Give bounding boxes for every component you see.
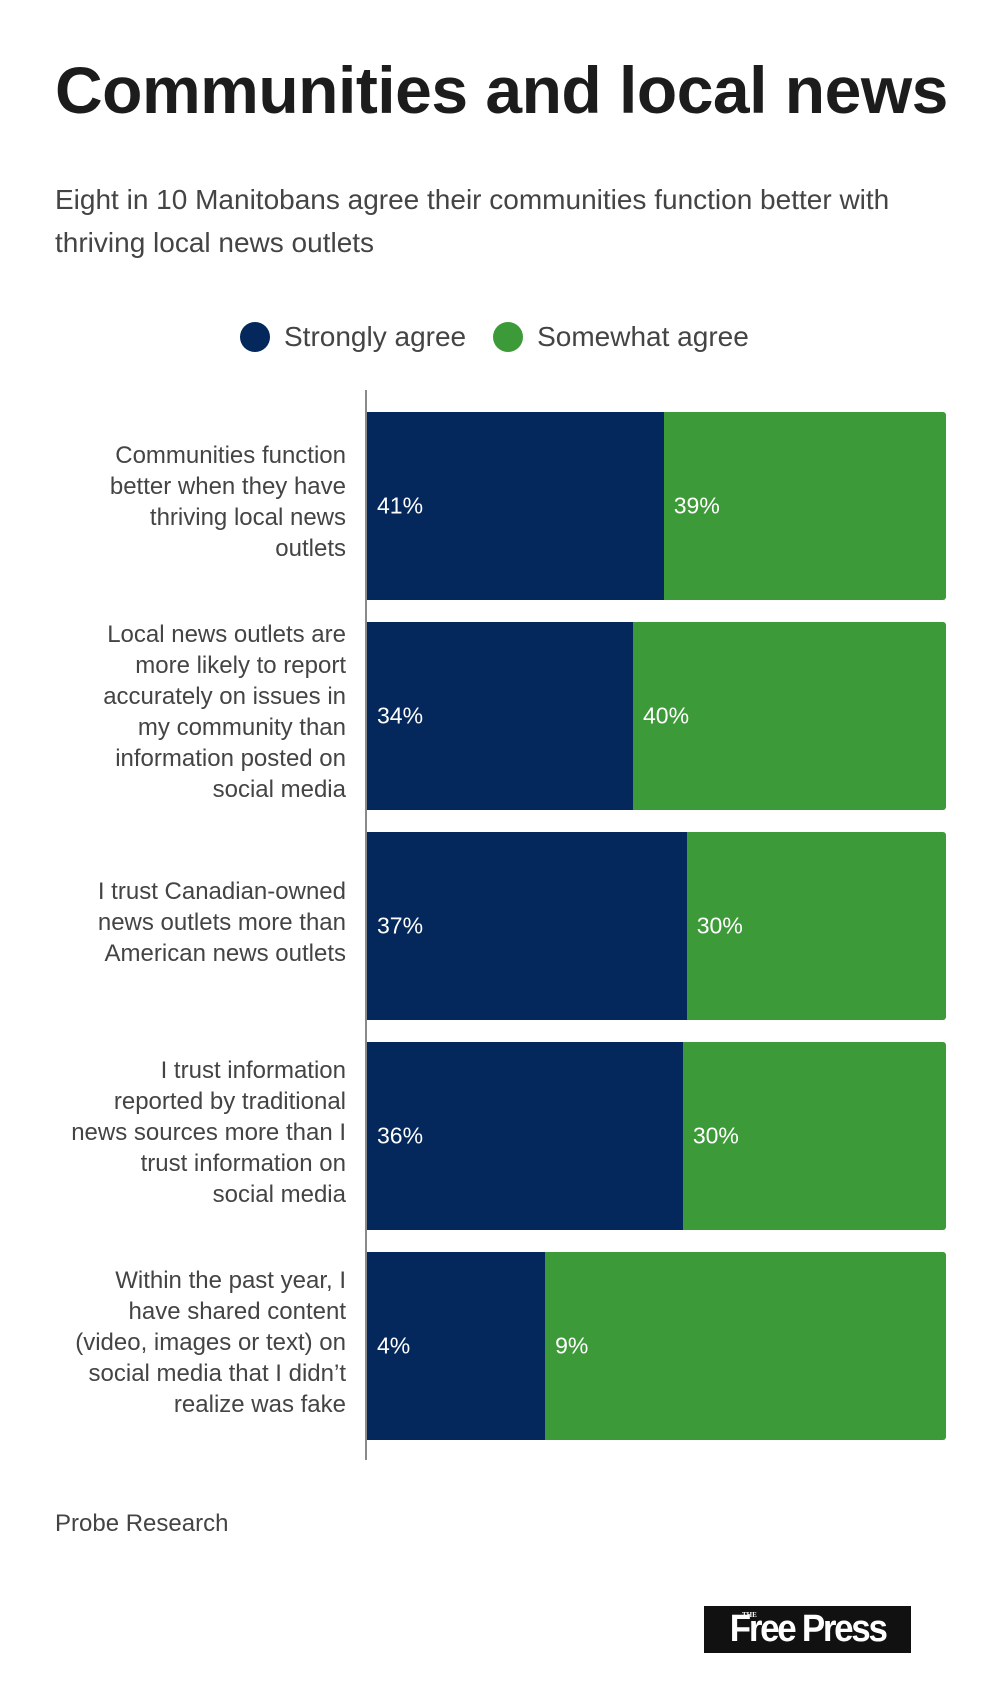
legend-swatch-strongly-agree (240, 322, 270, 352)
legend-swatch-somewhat-agree (493, 322, 524, 352)
bar-somewhat-agree: 30% (682, 1042, 946, 1230)
legend: Strongly agree Somewhat agree (240, 320, 776, 354)
legend-item-somewhat-agree: Somewhat agree (493, 321, 749, 353)
category-label-line: I trust information (160, 1056, 346, 1084)
category-label: Communities function better when they hav… (40, 440, 346, 564)
bar-value-label: 9% (555, 1332, 589, 1359)
bar-strongly-agree: 4% (367, 1252, 546, 1440)
bar-strongly-agree: 34% (367, 622, 634, 810)
bar-somewhat-agree: 9% (545, 1252, 946, 1440)
logo-the-text: THE (742, 1611, 757, 1619)
y-axis-line (365, 390, 367, 1460)
category-label-line: have shared content (128, 1297, 347, 1325)
bar-somewhat-agree: 30% (686, 832, 946, 1020)
bar-strongly-agree: 36% (367, 1042, 683, 1230)
category-label-line: information posted on (115, 745, 346, 772)
category-label-line: outlets (275, 535, 346, 562)
bar-somewhat-agree: 40% (633, 622, 946, 810)
bar-somewhat-agree: 39% (663, 412, 946, 600)
legend-label: Somewhat agree (537, 321, 749, 352)
category-label-line: I trust Canadian-owned (97, 877, 346, 905)
bar-value-label: 39% (673, 492, 720, 519)
bar-value-label: 30% (696, 912, 743, 939)
category-label: Within the past year, I have shared conte… (40, 1265, 346, 1420)
category-label: I trust Canadian-owned news outlets more … (40, 876, 346, 969)
category-label-line: social media that I didn’t (88, 1359, 346, 1387)
category-label-line: news outlets more than (97, 908, 346, 936)
category-label-line: Communities function (115, 442, 346, 469)
category-label-line: social media (212, 776, 346, 803)
chart-subtitle: Eight in 10 Manitobans agree their commu… (55, 184, 890, 258)
category-label-line: trust information on (140, 1149, 346, 1177)
bar-strongly-agree: 37% (367, 832, 687, 1020)
source-credit: Probe Research (55, 1510, 229, 1537)
bar-strongly-agree: 41% (367, 412, 664, 600)
chart-title: Communities and local news (55, 53, 948, 127)
free-press-logo: THE Free Press (704, 1606, 911, 1653)
category-label-line: accurately on issues in (103, 683, 346, 710)
legend-item-strongly-agree: Strongly agree (240, 321, 466, 353)
category-label-line: thriving local news (149, 504, 346, 531)
bar-value-label: 4% (377, 1332, 411, 1359)
bar-value-label: 41% (377, 492, 424, 519)
category-label-line: realize was fake (173, 1390, 346, 1418)
bar-value-label: 30% (692, 1122, 739, 1149)
bar-value-label: 37% (377, 912, 424, 939)
category-label: I trust information reported by tradition… (40, 1055, 346, 1210)
bar-value-label: 36% (377, 1122, 424, 1149)
category-label-line: social media (212, 1180, 346, 1208)
logo-text: Free Press (729, 1608, 888, 1650)
category-label-line: Within the past year, I (115, 1266, 346, 1294)
legend-label: Strongly agree (284, 321, 467, 352)
category-label-line: (video, images or text) on (75, 1328, 346, 1356)
bar-value-label: 34% (377, 702, 424, 729)
category-label-line: American news outlets (104, 939, 346, 967)
category-label: Local news outlets are more likely to rep… (40, 619, 346, 805)
category-label-line: my community than (137, 714, 346, 741)
bar-value-label: 40% (643, 702, 690, 729)
category-label-line: better when they have (109, 473, 346, 500)
category-label-line: reported by traditional (113, 1087, 346, 1115)
category-label-line: Local news outlets are (107, 621, 346, 648)
category-label-line: news sources more than I (71, 1118, 346, 1146)
category-label-line: more likely to report (135, 652, 346, 679)
